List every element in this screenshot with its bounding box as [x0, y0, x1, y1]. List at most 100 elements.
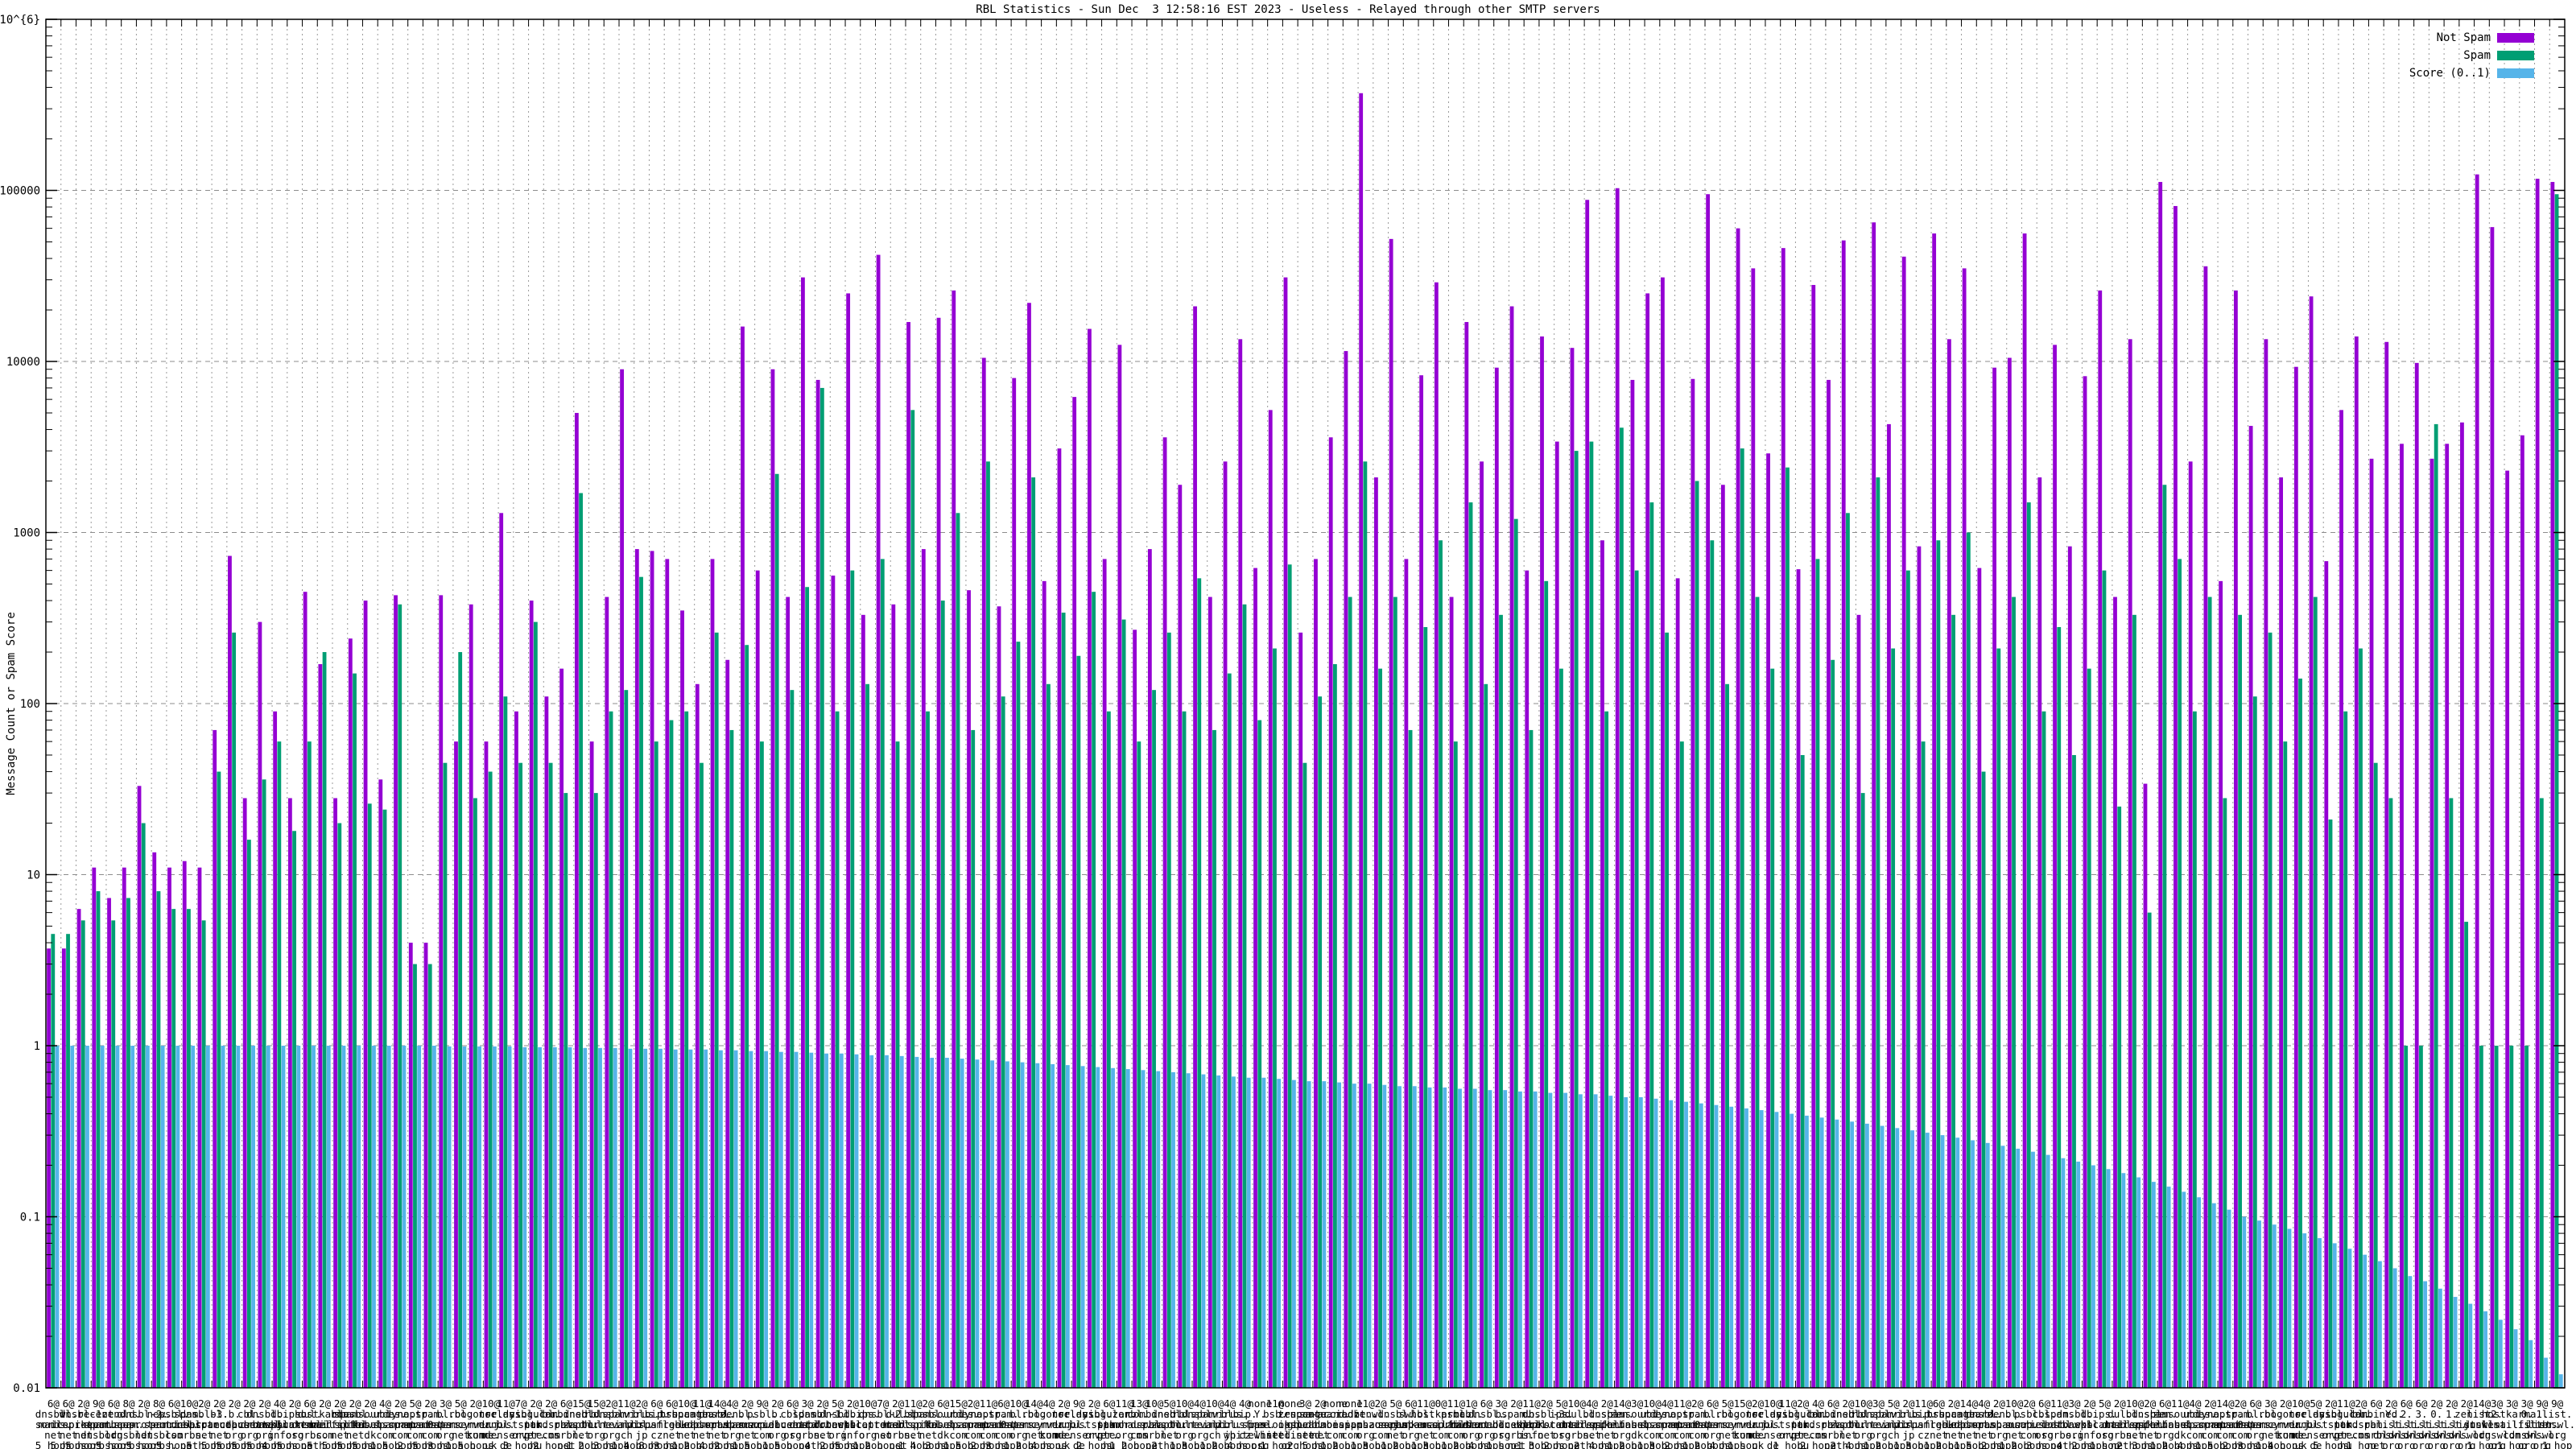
bar-spam: [51, 934, 56, 1388]
bar-spam: [1846, 513, 1850, 1388]
bar-not-spam: [2535, 179, 2540, 1388]
bar-spam: [865, 683, 869, 1388]
bar-score: [1035, 1063, 1040, 1388]
bar-spam: [2419, 1046, 2423, 1388]
bar-score: [1443, 1087, 1447, 1388]
bar-not-spam: [1661, 277, 1665, 1388]
bar-spam: [337, 823, 342, 1388]
bar-spam: [2223, 798, 2227, 1388]
bar-score: [85, 1046, 89, 1388]
bar-spam: [1182, 711, 1187, 1388]
bar-spam: [232, 632, 237, 1388]
bar-spam: [850, 570, 855, 1388]
bar-not-spam: [1389, 238, 1393, 1388]
bar-not-spam: [1706, 194, 1711, 1388]
bar-not-spam: [1932, 233, 1937, 1389]
bar-spam: [1891, 648, 1896, 1388]
bar-not-spam: [394, 595, 398, 1388]
x-tick-label: 15@ dnsbl. zapbl. net 1 hop: [564, 1397, 600, 1449]
bar-not-spam: [242, 798, 247, 1388]
bar-spam: [1287, 564, 1292, 1388]
bar-not-spam: [348, 638, 353, 1388]
bar-score: [613, 1047, 617, 1388]
bar-spam: [2192, 711, 2197, 1388]
x-tick-label: 11@ bl. spamcop. net 1 hop: [1402, 1397, 1450, 1449]
bar-score: [251, 1046, 255, 1388]
bar-spam: [1001, 696, 1005, 1388]
x-tick-label: 6@singular.ttk.pte.hu4 hops: [1082, 1397, 1137, 1449]
x-tick-label: 2@ dyna. spamrats. com 5 hops: [373, 1397, 427, 1449]
x-tick-label: 5@relays.bl.kundenserver.de1 hop: [2277, 1397, 2355, 1449]
bar-spam: [1106, 711, 1111, 1388]
bar-score: [160, 1046, 165, 1388]
x-tick-label: 2@tor.dan.me.uk5 hops: [1046, 1397, 1082, 1449]
bar-score: [2046, 1154, 2050, 1388]
y-tick-label: 1: [34, 1040, 40, 1053]
bar-score: [1895, 1128, 1900, 1388]
bar-spam: [1951, 614, 1956, 1388]
bar-score: [643, 1048, 648, 1388]
bar-not-spam: [2037, 477, 2042, 1389]
bar-spam: [880, 559, 885, 1388]
bar-score: [2558, 1374, 2563, 1388]
x-tick-label: 9@ list. dnswl. org 1 hop: [2539, 1397, 2575, 1449]
bar-score: [749, 1051, 753, 1388]
bar-spam: [2479, 1046, 2483, 1388]
bar-spam: [1061, 613, 1066, 1388]
bar-spam: [1619, 427, 1624, 1388]
bar-score: [1382, 1084, 1387, 1388]
x-tick-label: 6@ zen. spamhaus. org 1 hop: [2138, 1397, 2193, 1449]
bar-spam: [80, 920, 85, 1388]
bar-score: [1065, 1065, 1070, 1388]
x-tick-label: 4@ db. wpbl. info 4 hops: [262, 1397, 298, 1449]
bar-not-spam: [2053, 345, 2057, 1388]
x-tick-label: 2@ spam. spamrats. com 2 hops: [2213, 1397, 2268, 1449]
bar-spam: [1876, 477, 1880, 1389]
bar-not-spam: [605, 597, 609, 1388]
bar-not-spam: [2475, 174, 2479, 1388]
bar-spam: [1860, 793, 1865, 1388]
x-tick-label: 14@ spamguard. leadmon. net 1 hop: [1938, 1397, 1999, 1449]
bar-not-spam: [1841, 240, 1846, 1388]
bar-not-spam: [1570, 348, 1575, 1389]
bar-spam: [1559, 668, 1563, 1388]
bar-not-spam: [906, 322, 910, 1389]
bar-score: [628, 1048, 633, 1388]
bar-spam: [2554, 194, 2559, 1388]
bar-not-spam: [1796, 569, 1801, 1388]
bar-score: [975, 1059, 980, 1388]
bar-spam: [2434, 423, 2438, 1388]
bar-spam: [1076, 655, 1081, 1388]
bar-score: [2408, 1276, 2413, 1388]
bar-not-spam: [801, 277, 805, 1388]
bar-spam: [2132, 614, 2136, 1388]
x-tick-label: 7@ dnsbl. justspam. org 3 hops: [493, 1397, 548, 1449]
bar-spam: [96, 891, 101, 1388]
bar-score: [2016, 1148, 2021, 1388]
x-tick-label: 2@ bl. spamcop. net 1 hop: [723, 1397, 771, 1449]
x-tick-label: 10@tor.dan.me.uk1 hop: [476, 1397, 506, 1449]
x-tick-label: none sa-accredit. habeas. com 1 hop: [1299, 1397, 1372, 1449]
bar-spam: [819, 387, 824, 1389]
bar-not-spam: [2490, 227, 2495, 1388]
bar-score: [809, 1052, 814, 1388]
x-tick-label: 2@ spam. spamrats. com 5 hops: [403, 1397, 458, 1449]
bar-spam: [141, 823, 146, 1388]
x-tick-label: 4@ zen. spamhaus. org 2 hops: [705, 1397, 760, 1449]
bar-not-spam: [1268, 410, 1273, 1388]
bar-spam: [367, 803, 372, 1388]
x-tick-label: 7@ dnsbl-2. uceprotect. net 2 hops: [849, 1397, 916, 1449]
bar-not-spam: [1827, 379, 1831, 1388]
x-tick-label: 2@ bl. nordspam. com 1 hop: [2334, 1397, 2388, 1449]
x-tick-label: 2@tor.dan.me.uk2 hops: [1740, 1397, 1776, 1449]
x-tick-label: 10@ bl. 0spam. org 1 hop: [1001, 1397, 1037, 1449]
bar-not-spam: [2158, 182, 2163, 1389]
bar-not-spam: [1464, 322, 1469, 1389]
x-tick-label: 2@ dnsbl-1. uceprotect. net 4 hops: [790, 1397, 857, 1449]
bar-spam: [1302, 762, 1307, 1388]
